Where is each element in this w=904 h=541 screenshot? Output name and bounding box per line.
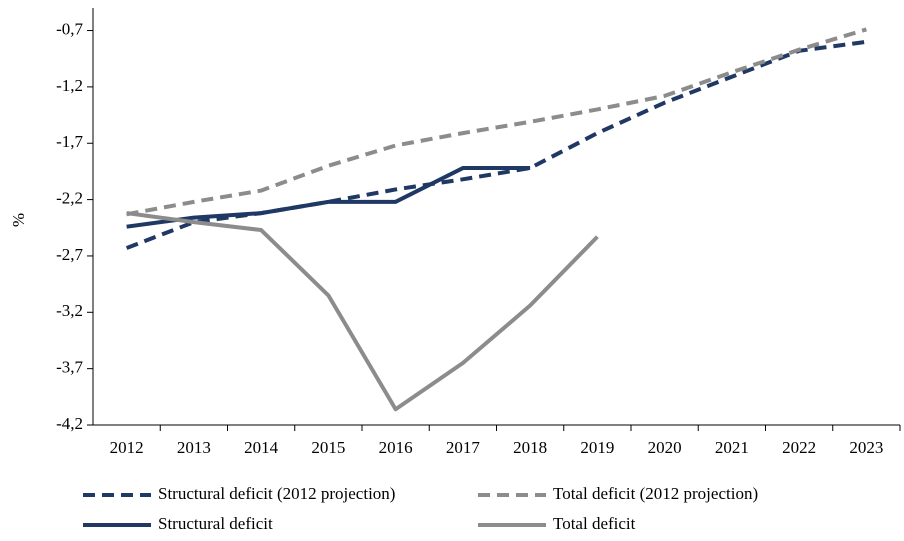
y-axis-label: % bbox=[9, 213, 28, 227]
y-tick-label: -0,7 bbox=[56, 19, 83, 38]
legend-label: Structural deficit bbox=[158, 514, 273, 533]
x-tick-label: 2016 bbox=[379, 438, 413, 457]
legend-label: Total deficit (2012 projection) bbox=[553, 484, 758, 503]
x-tick-label: 2019 bbox=[580, 438, 614, 457]
series-line bbox=[125, 39, 867, 250]
x-tick-label: 2015 bbox=[311, 438, 345, 457]
x-tick-label: 2020 bbox=[648, 438, 682, 457]
x-tick-label: 2013 bbox=[177, 438, 211, 457]
x-tick-label: 2018 bbox=[513, 438, 547, 457]
x-tick-label: 2012 bbox=[110, 438, 144, 457]
series-line bbox=[126, 211, 599, 412]
y-tick-label: -3,2 bbox=[56, 301, 83, 320]
y-tick-label: -3,7 bbox=[56, 358, 83, 377]
x-tick-label: 2022 bbox=[782, 438, 816, 457]
y-tick-label: -2,2 bbox=[56, 189, 83, 208]
x-tick-label: 2021 bbox=[715, 438, 749, 457]
y-tick-label: -4,2 bbox=[56, 414, 83, 433]
y-tick-label: -2,7 bbox=[56, 245, 83, 264]
y-tick-label: -1,2 bbox=[56, 76, 83, 95]
series-line bbox=[126, 166, 531, 229]
legend-label: Total deficit bbox=[553, 514, 636, 533]
x-tick-label: 2017 bbox=[446, 438, 481, 457]
y-tick-label: -1,7 bbox=[56, 132, 83, 151]
legend-label: Structural deficit (2012 projection) bbox=[158, 484, 395, 503]
series-line bbox=[126, 27, 867, 217]
x-tick-label: 2023 bbox=[849, 438, 883, 457]
x-tick-label: 2014 bbox=[244, 438, 279, 457]
